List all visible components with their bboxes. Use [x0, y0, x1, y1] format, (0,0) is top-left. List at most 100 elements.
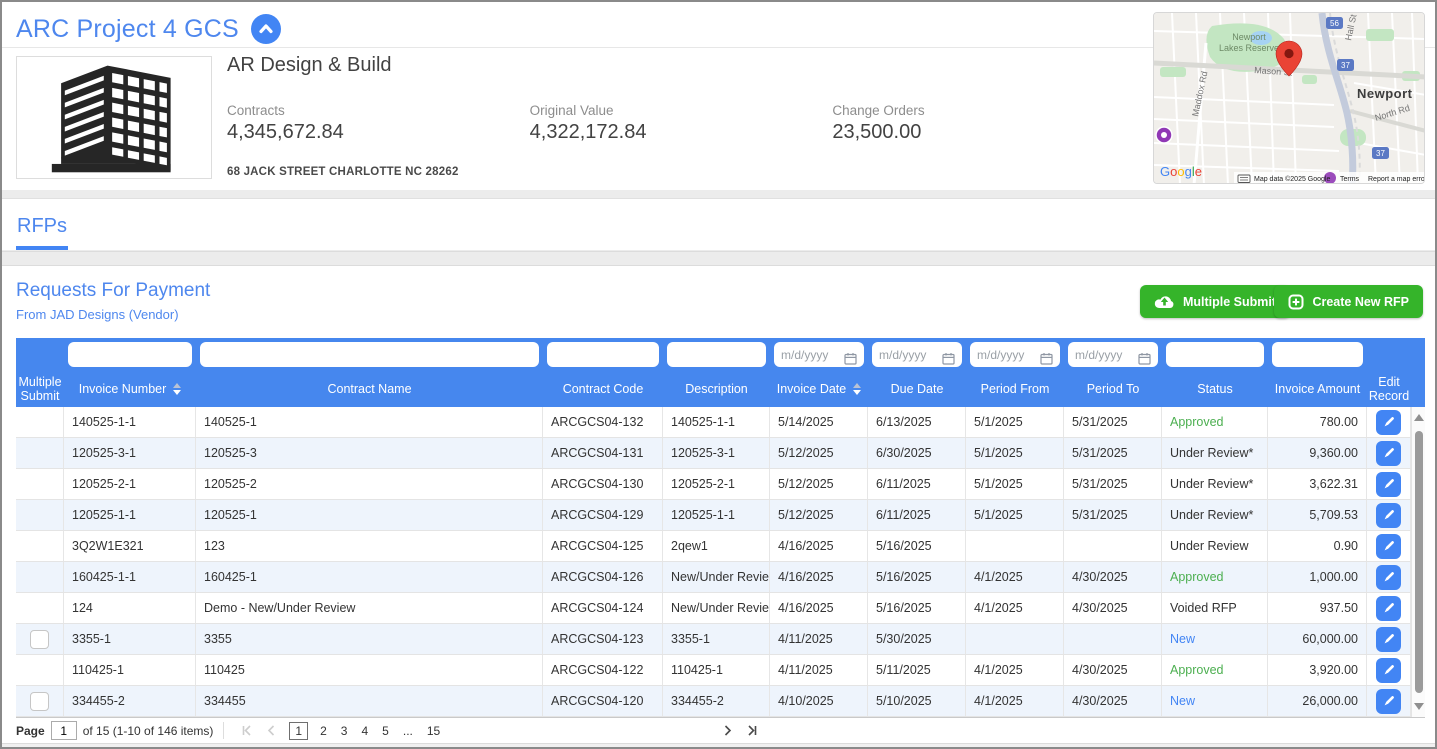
scroll-down-arrow[interactable] — [1414, 703, 1424, 710]
page-number-1[interactable]: 1 — [289, 722, 308, 740]
filter-period-to-input[interactable] — [1068, 342, 1158, 367]
cell-contract-name: 160425-1 — [196, 562, 543, 592]
edit-record-button[interactable] — [1376, 472, 1401, 497]
table-row: 120525-1-1 120525-1 ARCGCS04-129 120525-… — [16, 500, 1425, 531]
cell-invoice-number: 110425-1 — [64, 655, 196, 685]
edit-record-button[interactable] — [1376, 596, 1401, 621]
pencil-icon — [1383, 664, 1395, 676]
last-page-button[interactable] — [747, 725, 758, 736]
pencil-icon — [1383, 633, 1395, 645]
cell-contract-code: ARCGCS04-122 — [543, 655, 663, 685]
filter-invoice-number-input[interactable] — [68, 342, 192, 367]
google-map[interactable]: Newport Lakes Reserve Mason St Newport M… — [1153, 12, 1425, 184]
create-new-rfp-button[interactable]: Create New RFP — [1274, 285, 1423, 318]
first-page-button[interactable] — [241, 725, 252, 736]
page-number-2[interactable]: 2 — [320, 724, 327, 738]
project-image — [16, 56, 212, 179]
next-page-button[interactable] — [722, 725, 733, 736]
edit-record-button[interactable] — [1376, 534, 1401, 559]
col-contract-name[interactable]: Contract Name — [196, 371, 543, 407]
cell-invoice-amount: 60,000.00 — [1268, 624, 1367, 654]
cell-invoice-amount: 9,360.00 — [1268, 438, 1367, 468]
col-due-date[interactable]: Due Date — [868, 371, 966, 407]
table-row: 3355-1 3355 ARCGCS04-123 3355-1 4/11/202… — [16, 624, 1425, 655]
pencil-icon — [1383, 602, 1395, 614]
cell-description: 140525-1-1 — [663, 407, 770, 437]
scroll-up-arrow[interactable] — [1414, 414, 1424, 421]
edit-record-button[interactable] — [1376, 658, 1401, 683]
cell-contract-name: 123 — [196, 531, 543, 561]
col-description[interactable]: Description — [663, 371, 770, 407]
cell-due-date: 6/11/2025 — [868, 469, 966, 499]
map-report-link[interactable]: Report a map error — [1368, 176, 1425, 183]
edit-record-button[interactable] — [1376, 410, 1401, 435]
cell-status: Approved — [1162, 407, 1268, 437]
page-number-3[interactable]: 3 — [341, 724, 348, 738]
edit-record-button[interactable] — [1376, 565, 1401, 590]
page-number-4[interactable]: 4 — [361, 724, 368, 738]
cell-status: New — [1162, 624, 1268, 654]
project-summary: AR Design & Build Contracts 4,345,672.84… — [2, 48, 1435, 190]
page-number-input[interactable] — [51, 721, 77, 740]
cell-period-to: 4/30/2025 — [1064, 686, 1162, 716]
cell-period-to: 4/30/2025 — [1064, 593, 1162, 623]
prev-page-button[interactable] — [266, 725, 277, 736]
filter-description-input[interactable] — [667, 342, 766, 367]
cell-invoice-date: 4/16/2025 — [770, 593, 868, 623]
first-page-icon — [241, 725, 252, 736]
multiple-submit-button[interactable]: Multiple Submit — [1140, 285, 1290, 318]
col-period-to[interactable]: Period To — [1064, 371, 1162, 407]
cell-period-from — [966, 624, 1064, 654]
table-scrollbar[interactable] — [1411, 407, 1425, 717]
col-contract-code[interactable]: Contract Code — [543, 371, 663, 407]
cell-period-from: 4/1/2025 — [966, 593, 1064, 623]
page-title: ARC Project 4 GCS — [16, 15, 239, 44]
cell-invoice-number: 124 — [64, 593, 196, 623]
filter-period-from-input[interactable] — [970, 342, 1060, 367]
filter-status-input[interactable] — [1166, 342, 1264, 367]
cell-invoice-number: 160425-1-1 — [64, 562, 196, 592]
map-label-park-2: Lakes Reserve — [1219, 43, 1279, 53]
filter-contract-code-input[interactable] — [547, 342, 659, 367]
cell-invoice-number: 120525-3-1 — [64, 438, 196, 468]
filter-invoice-date-input[interactable] — [774, 342, 864, 367]
cell-description: 2qew1 — [663, 531, 770, 561]
separator-band — [2, 251, 1435, 266]
filter-due-date-input[interactable] — [872, 342, 962, 367]
filter-invoice-amount-input[interactable] — [1272, 342, 1363, 367]
page-number-15[interactable]: 15 — [427, 724, 440, 738]
cell-description: 3355-1 — [663, 624, 770, 654]
edit-record-button[interactable] — [1376, 503, 1401, 528]
next-page-icon — [722, 725, 733, 736]
google-logo[interactable]: Google — [1160, 164, 1202, 179]
col-invoice-amount[interactable]: Invoice Amount — [1268, 371, 1367, 407]
edit-record-button[interactable] — [1376, 689, 1401, 714]
row-checkbox[interactable] — [30, 692, 49, 711]
project-name: AR Design & Build — [227, 54, 1135, 77]
cell-invoice-number: 140525-1-1 — [64, 407, 196, 437]
cell-contract-code: ARCGCS04-126 — [543, 562, 663, 592]
edit-record-button[interactable] — [1376, 627, 1401, 652]
map-terms-link[interactable]: Terms — [1340, 176, 1360, 183]
cell-invoice-amount: 3,920.00 — [1268, 655, 1367, 685]
page-number-5[interactable]: 5 — [382, 724, 389, 738]
col-period-from[interactable]: Period From — [966, 371, 1064, 407]
cell-contract-code: ARCGCS04-129 — [543, 500, 663, 530]
edit-record-button[interactable] — [1376, 441, 1401, 466]
collapse-header-button[interactable] — [251, 14, 281, 44]
col-status[interactable]: Status — [1162, 371, 1268, 407]
cell-invoice-number: 120525-2-1 — [64, 469, 196, 499]
table-header-row: Multiple Submit Invoice Number Contract … — [16, 371, 1425, 407]
table-row: 334455-2 334455 ARCGCS04-120 334455-2 4/… — [16, 686, 1425, 717]
cell-period-to: 4/30/2025 — [1064, 562, 1162, 592]
table-row: 120525-2-1 120525-2 ARCGCS04-130 120525-… — [16, 469, 1425, 500]
cell-due-date: 5/16/2025 — [868, 593, 966, 623]
row-checkbox[interactable] — [30, 630, 49, 649]
col-invoice-number[interactable]: Invoice Number — [64, 371, 196, 407]
cell-invoice-date: 5/12/2025 — [770, 469, 868, 499]
col-invoice-date[interactable]: Invoice Date — [770, 371, 868, 407]
filter-contract-name-input[interactable] — [200, 342, 539, 367]
tab-rfps[interactable]: RFPs — [16, 203, 68, 250]
pencil-icon — [1383, 571, 1395, 583]
scroll-thumb[interactable] — [1415, 431, 1423, 693]
